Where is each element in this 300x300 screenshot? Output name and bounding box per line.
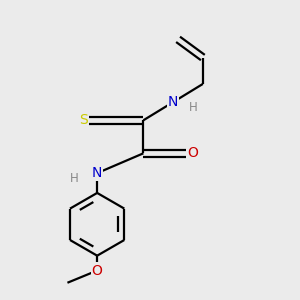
Text: O: O xyxy=(188,146,198,160)
Text: S: S xyxy=(80,113,88,127)
Text: N: N xyxy=(92,166,102,180)
Text: N: N xyxy=(168,95,178,109)
Text: H: H xyxy=(189,100,198,114)
Text: O: O xyxy=(92,263,103,278)
Text: H: H xyxy=(70,172,79,184)
